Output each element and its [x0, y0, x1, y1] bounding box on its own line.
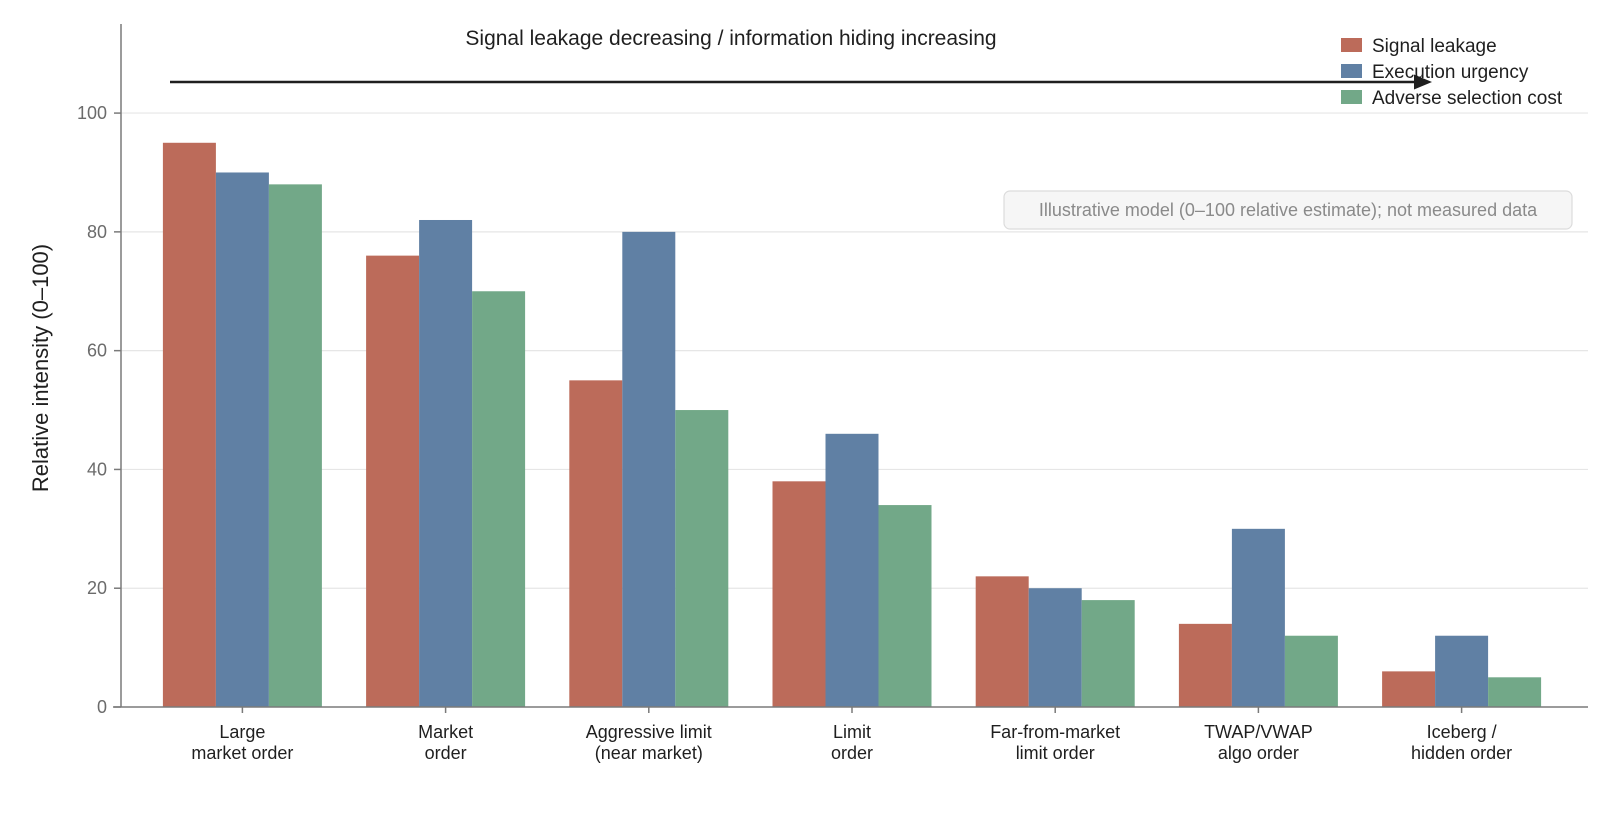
- x-tick-label-line: Large: [219, 722, 265, 742]
- bar-adverse-selection-cost-0: [268, 184, 322, 708]
- x-tick-label-line: Aggressive limit: [586, 722, 712, 742]
- y-tick-label-60: 60: [87, 341, 107, 361]
- direction-arrow-head: [1414, 74, 1432, 90]
- bar-adverse-selection-cost-6: [1488, 677, 1542, 707]
- bar-signal-leakage-2: [569, 380, 623, 707]
- x-tick-label-4: Far-from-market limit order: [990, 722, 1120, 763]
- legend: Signal leakage Execution urgency Adverse s…: [1341, 36, 1563, 109]
- bar-signal-leakage-5: [1178, 623, 1232, 707]
- bar-signal-leakage-4: [975, 576, 1029, 707]
- y-tick-label-0: 0: [97, 697, 107, 717]
- x-tick-label-line: order: [831, 743, 873, 763]
- x-tick-label-line: Iceberg /: [1427, 722, 1497, 742]
- legend-swatch-signal-leakage: [1341, 38, 1362, 52]
- y-tick-label-100: 100: [77, 103, 107, 123]
- x-tick-label-line: Limit: [833, 722, 871, 742]
- x-tick-label-2: Aggressive limit (near market): [586, 722, 712, 763]
- x-tick-label-0: Large market order: [191, 722, 293, 763]
- bar-signal-leakage-0: [162, 142, 216, 708]
- x-tick-label-line: TWAP/VWAP: [1204, 722, 1313, 742]
- legend-label-adverse-selection-cost: Adverse selection cost: [1372, 88, 1563, 109]
- bar-execution-urgency-5: [1231, 528, 1285, 707]
- x-tick-label-line: Far-from-market: [990, 722, 1120, 742]
- bar-adverse-selection-cost-2: [675, 410, 729, 707]
- bar-adverse-selection-cost-1: [472, 291, 526, 707]
- direction-banner: Signal leakage decreasing / information …: [170, 27, 1432, 90]
- bar-signal-leakage-1: [366, 255, 420, 707]
- x-tick-label-6: Iceberg / hidden order: [1411, 722, 1512, 763]
- legend-swatch-adverse-selection-cost: [1341, 90, 1362, 104]
- y-tick-label-20: 20: [87, 578, 107, 598]
- bar-execution-urgency-0: [215, 172, 269, 707]
- x-tick-label-3: Limit order: [831, 722, 873, 763]
- y-tick-label-80: 80: [87, 222, 107, 242]
- x-tick-label-1: Market order: [418, 722, 473, 763]
- illustrative-note: Illustrative model (0–100 relative estim…: [1003, 190, 1573, 230]
- x-tick-label-line: market order: [191, 743, 293, 763]
- bar-execution-urgency-2: [622, 231, 676, 707]
- illustrative-note-box: [1003, 190, 1573, 230]
- bar-signal-leakage-6: [1382, 671, 1436, 707]
- bar-execution-urgency-6: [1435, 635, 1489, 707]
- y-axis-title: Relative intensity (0–100): [28, 244, 53, 492]
- bar-adverse-selection-cost-4: [1081, 600, 1135, 707]
- legend-swatch-execution-urgency: [1341, 64, 1362, 78]
- x-tick-label-5: TWAP/VWAP algo order: [1204, 722, 1313, 763]
- x-tick-label-line: order: [425, 743, 467, 763]
- x-tick-label-line: (near market): [595, 743, 703, 763]
- x-tick-label-line: Market: [418, 722, 473, 742]
- direction-banner-label: Signal leakage decreasing / information …: [465, 27, 996, 50]
- y-tick-labels: 0 20 40 60 80 100: [77, 103, 121, 717]
- gridlines: [121, 112, 1588, 589]
- x-tick-label-line: limit order: [1016, 743, 1095, 763]
- legend-label-signal-leakage: Signal leakage: [1372, 36, 1497, 57]
- bars: [162, 142, 1542, 708]
- bar-execution-urgency-3: [825, 433, 879, 707]
- bar-execution-urgency-1: [419, 219, 473, 707]
- legend-label-execution-urgency: Execution urgency: [1372, 62, 1529, 83]
- illustrative-note-text: Illustrative model (0–100 relative estim…: [1039, 200, 1538, 220]
- x-tick-label-line: hidden order: [1411, 743, 1512, 763]
- y-tick-label-40: 40: [87, 459, 107, 479]
- x-tick-label-line: algo order: [1218, 743, 1299, 763]
- bar-signal-leakage-3: [772, 481, 826, 707]
- bar-execution-urgency-4: [1028, 588, 1082, 707]
- bar-adverse-selection-cost-3: [878, 505, 932, 707]
- bar-adverse-selection-cost-5: [1284, 635, 1338, 707]
- axes: [113, 24, 1588, 708]
